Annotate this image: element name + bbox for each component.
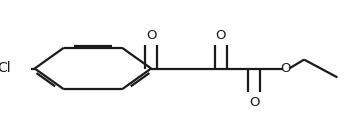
Text: O: O	[281, 62, 291, 75]
Text: O: O	[249, 96, 260, 109]
Text: O: O	[146, 29, 157, 42]
Text: Cl: Cl	[0, 62, 11, 75]
Text: O: O	[216, 29, 226, 42]
